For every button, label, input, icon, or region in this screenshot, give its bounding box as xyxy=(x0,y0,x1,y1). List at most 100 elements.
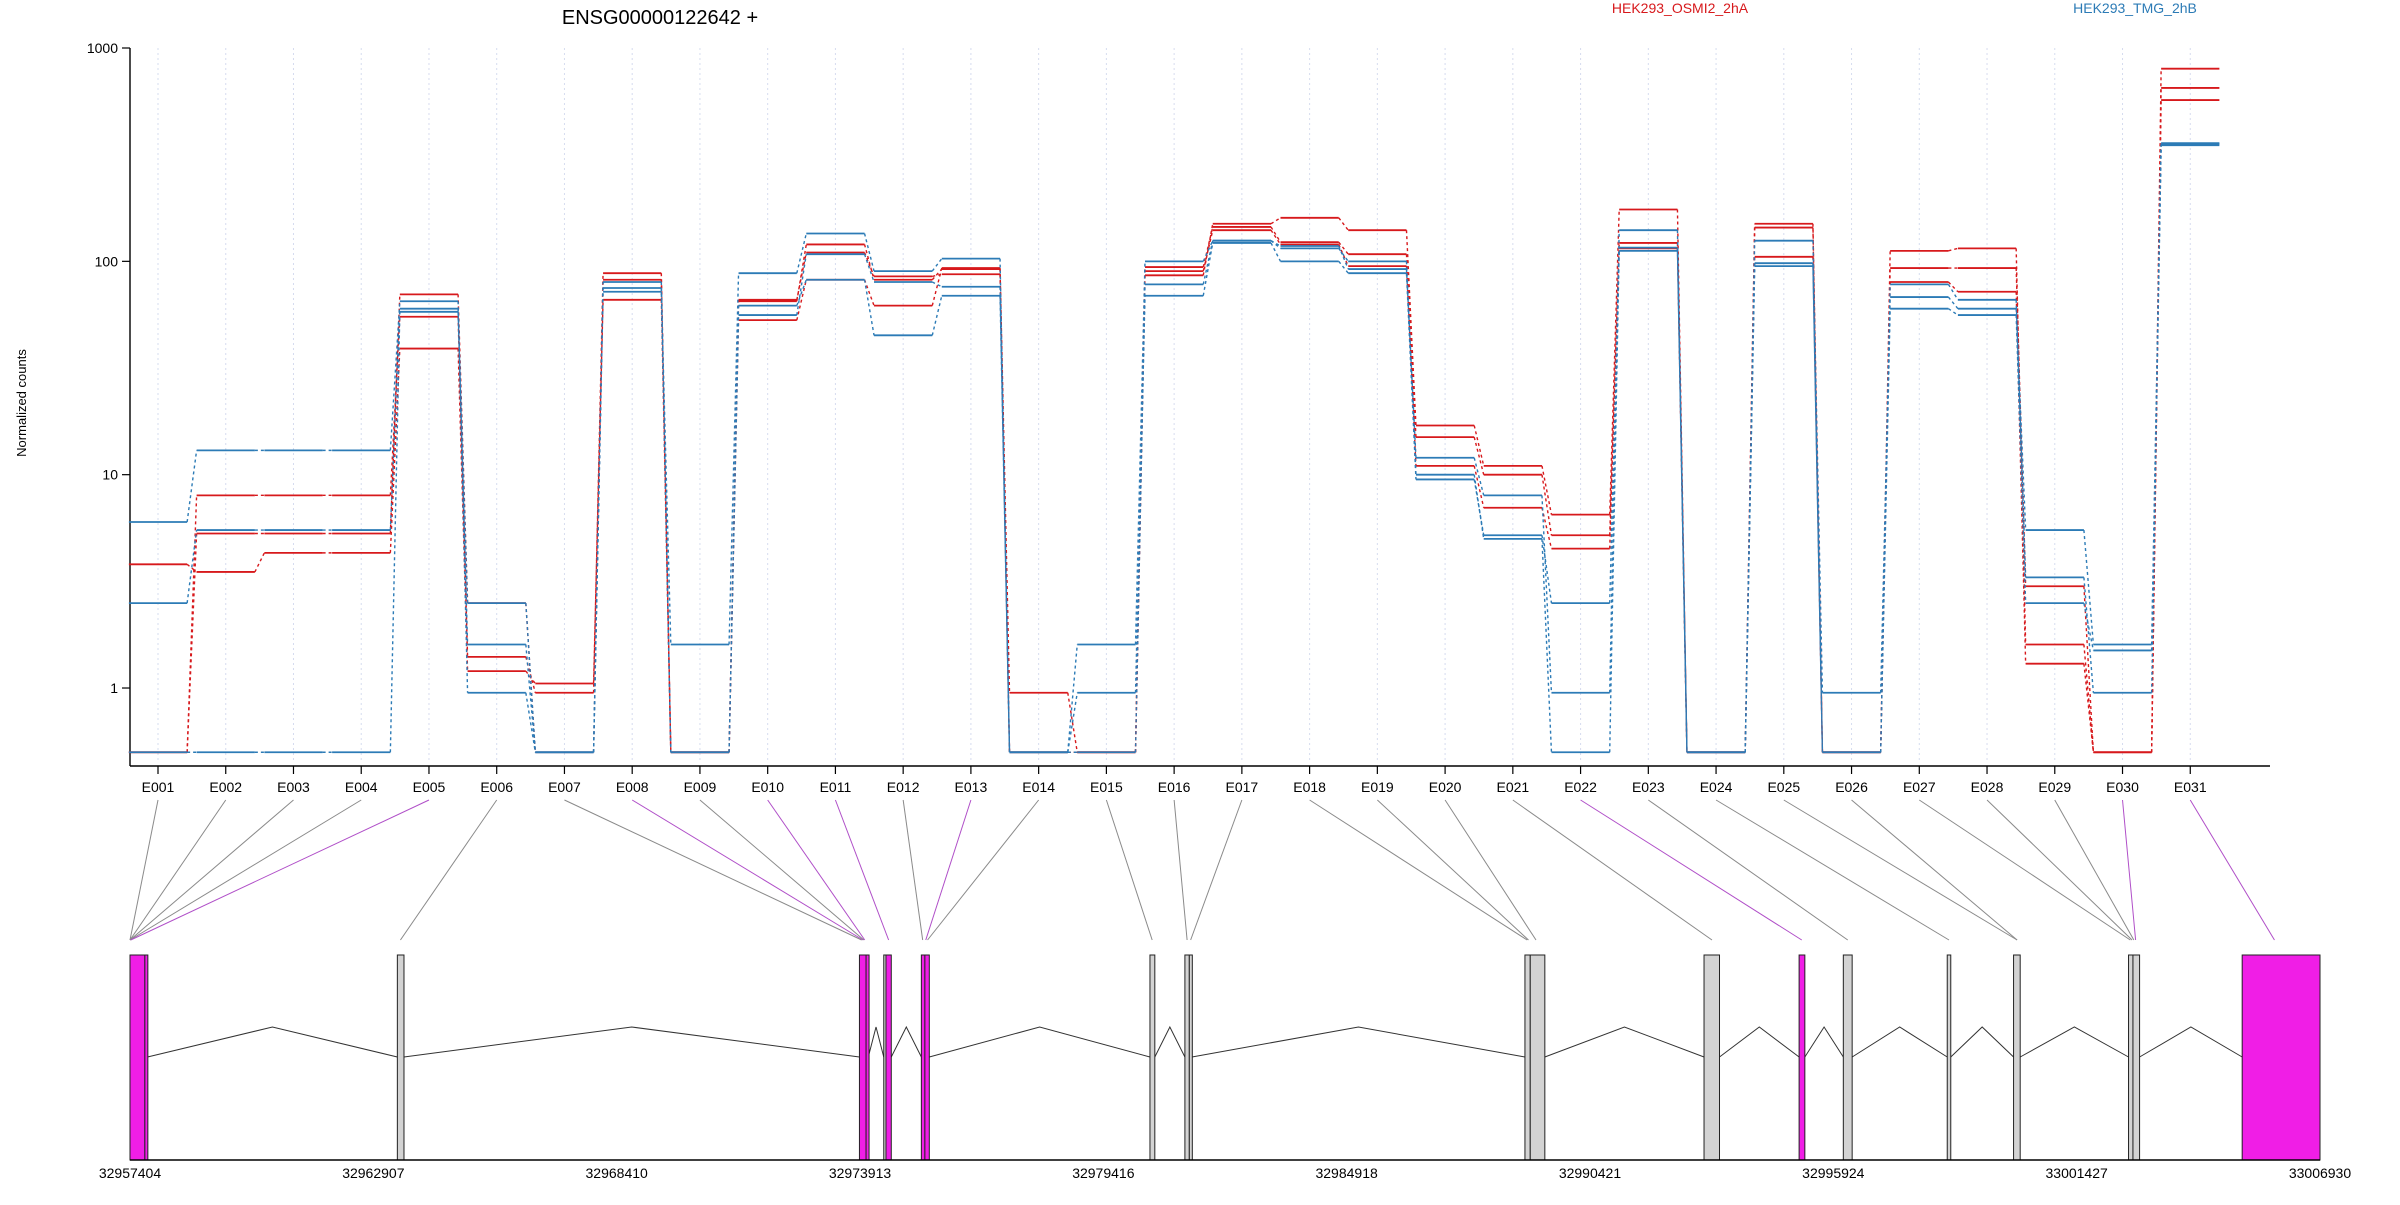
exon-link-line xyxy=(1105,799,1153,941)
series-connector xyxy=(863,244,875,280)
series-connector xyxy=(1473,425,1485,467)
series-connector xyxy=(186,563,198,573)
exon-block xyxy=(920,954,926,1161)
exon-link-line xyxy=(1309,799,1528,941)
exon-block xyxy=(396,954,405,1161)
exon-block xyxy=(1524,954,1531,1161)
exon-link-line xyxy=(130,799,430,941)
series-connector xyxy=(1947,281,1959,293)
exon-link-line xyxy=(2122,799,2137,941)
genomic-coordinate-labels: 32957404 32962907 32968410 32973913 32979416… xyxy=(99,1159,2351,1181)
series-connector xyxy=(389,348,401,553)
series-connector xyxy=(1609,209,1620,515)
series-connector xyxy=(1338,247,1349,262)
series-connector xyxy=(932,273,942,278)
series-connector xyxy=(728,315,740,753)
series-connector xyxy=(931,281,943,288)
series-connector xyxy=(1609,247,1620,753)
genomic-tick-label: 32968410 xyxy=(586,1165,649,1181)
intron-line xyxy=(1191,1026,1526,1058)
series-connector xyxy=(525,692,537,753)
genomic-tick-label: 32957404 xyxy=(99,1165,162,1181)
exon-link-line xyxy=(1986,799,2133,941)
series-connector xyxy=(2083,644,2095,753)
intron-line xyxy=(1719,1026,1800,1058)
series-connector xyxy=(1405,230,1417,426)
x-tick-label: E028 xyxy=(1971,779,2004,795)
intron-line xyxy=(1851,1026,1948,1058)
series-connector xyxy=(728,273,740,645)
series-connector xyxy=(1067,644,1078,753)
series-connector xyxy=(2083,586,2095,753)
intron-line xyxy=(1804,1026,1844,1058)
series-connector xyxy=(796,279,807,306)
x-tick-label: E007 xyxy=(548,779,581,795)
exon-block xyxy=(2241,954,2321,1161)
x-tick-label: E025 xyxy=(1767,779,1800,795)
x-tick-label: E009 xyxy=(684,779,717,795)
vertical-grid xyxy=(157,48,2191,762)
series-connector xyxy=(863,233,875,272)
exon-link-line xyxy=(1190,799,1243,941)
series-connector xyxy=(1541,474,1553,536)
y-tick-label: 100 xyxy=(95,253,119,269)
intron-line xyxy=(2139,1026,2243,1058)
exon-link-line xyxy=(129,799,294,941)
exon-link-line xyxy=(1715,799,1950,941)
y-axis-label: Normalized counts xyxy=(14,349,29,457)
x-tick-label: E019 xyxy=(1361,779,1394,795)
x-tick-label: E010 xyxy=(751,779,784,795)
x-tick-label: E004 xyxy=(345,779,378,795)
x-tick-label: E003 xyxy=(277,779,310,795)
genomic-tick-label: 32973913 xyxy=(829,1165,892,1181)
series-connector xyxy=(931,268,943,281)
series-connector xyxy=(389,308,401,531)
intron-line xyxy=(890,1025,922,1058)
series-connector xyxy=(1270,240,1281,249)
exon-block xyxy=(885,954,892,1161)
exon-block xyxy=(144,954,149,1161)
intron-line xyxy=(1544,1026,1705,1058)
exon-block xyxy=(2132,954,2141,1161)
genomic-tick-label: 32962907 xyxy=(342,1165,405,1181)
x-tick-label: E002 xyxy=(209,779,242,795)
x-tick-label: E021 xyxy=(1496,779,1529,795)
series-connector xyxy=(1676,247,1688,753)
intron-line xyxy=(1154,1025,1186,1058)
exon-link-line xyxy=(1851,799,2018,941)
series-6 xyxy=(128,143,2220,754)
series-connector xyxy=(1270,217,1281,225)
x-tick-label: E017 xyxy=(1226,779,1259,795)
series-connector xyxy=(592,299,604,684)
series-connector xyxy=(186,529,198,604)
series-connector xyxy=(457,311,469,604)
series-connector xyxy=(2150,143,2162,693)
exon-link-line xyxy=(631,799,864,941)
x-tick-label: E023 xyxy=(1632,779,1665,795)
series-connector xyxy=(1134,261,1146,645)
x-tick-label: E005 xyxy=(413,779,446,795)
x-tick-label: E008 xyxy=(616,779,649,795)
series-connector xyxy=(931,258,943,272)
exon-link-line xyxy=(927,799,1040,941)
genomic-tick-label: 33001427 xyxy=(2046,1165,2109,1181)
exon-link-line xyxy=(1173,799,1188,941)
series-connector xyxy=(2083,530,2095,645)
genomic-tick-label: 32979416 xyxy=(1072,1165,1135,1181)
x-tick-label: E018 xyxy=(1293,779,1326,795)
x-tick-label: E027 xyxy=(1903,779,1936,795)
series-connector xyxy=(1338,245,1349,270)
exon-link-line xyxy=(400,799,498,941)
series-connector xyxy=(2015,315,2027,604)
exon-link-line xyxy=(1377,799,1529,941)
series-connector xyxy=(186,533,198,753)
x-tick-label: E024 xyxy=(1700,779,1733,795)
intron-line xyxy=(2019,1026,2129,1058)
exon-link-line xyxy=(767,799,866,941)
series-connector xyxy=(1202,230,1214,272)
series-connector xyxy=(1067,692,1078,753)
exon-block xyxy=(1703,954,1721,1161)
exon-link-line xyxy=(2054,799,2135,941)
